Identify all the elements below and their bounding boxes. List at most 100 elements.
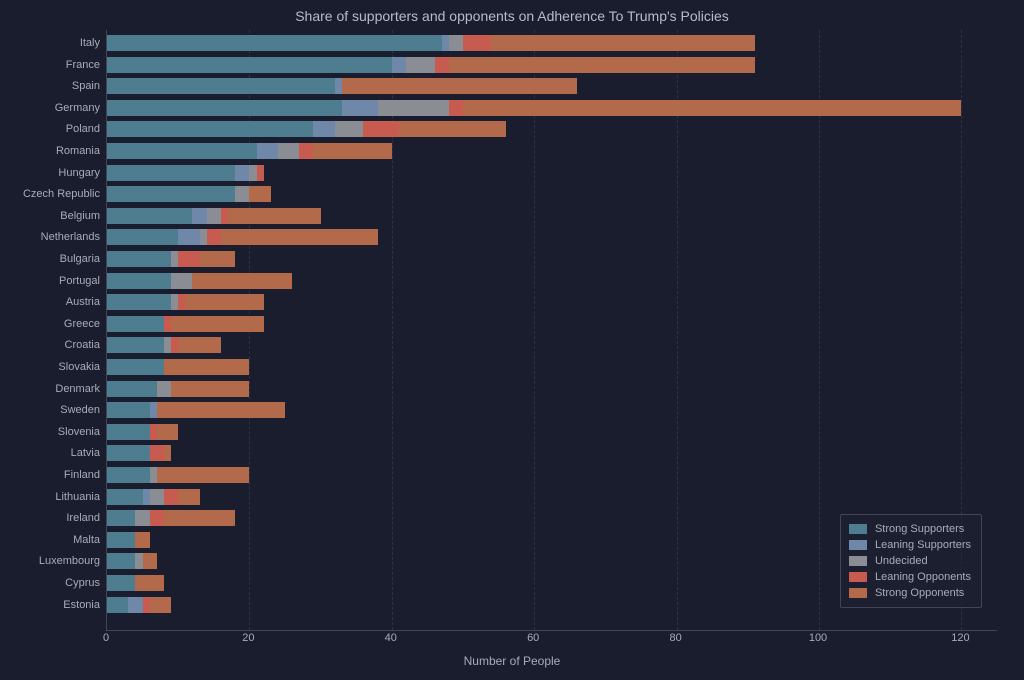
bar-segment-strong_supporters — [107, 186, 235, 202]
bar-row — [107, 424, 178, 440]
bar-segment-strong_opponents — [200, 251, 236, 267]
x-tick-label: 20 — [242, 632, 254, 644]
country-label: Croatia — [65, 339, 100, 351]
bar-row — [107, 337, 221, 353]
gridline — [819, 30, 820, 630]
bar-segment-strong_opponents — [178, 489, 199, 505]
bar-segment-undecided — [278, 143, 299, 159]
bar-segment-leaning_opponents — [164, 489, 178, 505]
bar-segment-leaning_opponents — [463, 35, 491, 51]
bar-segment-undecided — [249, 165, 256, 181]
legend-label: Leaning Supporters — [875, 537, 971, 553]
bar-segment-undecided — [135, 510, 149, 526]
country-label: Poland — [66, 123, 100, 135]
country-label: Sweden — [60, 404, 100, 416]
bar-segment-strong_supporters — [107, 273, 171, 289]
bar-segment-strong_opponents — [164, 359, 249, 375]
x-tick-label: 100 — [809, 632, 827, 644]
country-label: France — [66, 59, 100, 71]
country-label: Estonia — [63, 599, 100, 611]
legend-swatch — [849, 588, 867, 598]
bar-segment-strong_supporters — [107, 359, 164, 375]
bar-segment-strong_supporters — [107, 597, 128, 613]
bar-row — [107, 510, 235, 526]
bar-segment-strong_opponents — [171, 316, 264, 332]
bar-segment-strong_opponents — [143, 553, 157, 569]
bar-row — [107, 35, 755, 51]
bar-segment-leaning_opponents — [207, 229, 221, 245]
country-label: Bulgaria — [60, 253, 100, 265]
bar-segment-leaning_supporters — [392, 57, 406, 73]
country-label: Portugal — [59, 275, 100, 287]
country-label: Finland — [64, 469, 100, 481]
country-label: Czech Republic — [23, 188, 100, 200]
bar-segment-leaning_supporters — [143, 489, 150, 505]
country-label: Slovenia — [58, 426, 100, 438]
bar-segment-undecided — [378, 100, 449, 116]
bar-segment-strong_opponents — [313, 143, 391, 159]
x-tick-label: 60 — [527, 632, 539, 644]
bar-segment-strong_opponents — [157, 467, 250, 483]
bar-segment-leaning_supporters — [335, 78, 342, 94]
bar-row — [107, 229, 378, 245]
bar-segment-undecided — [406, 57, 434, 73]
legend-item: Leaning Opponents — [849, 569, 971, 585]
country-label: Italy — [80, 37, 100, 49]
gridline — [534, 30, 535, 630]
bar-segment-strong_opponents — [249, 186, 270, 202]
bar-segment-leaning_opponents — [150, 510, 164, 526]
bar-segment-strong_opponents — [449, 57, 755, 73]
bar-segment-strong_supporters — [107, 316, 164, 332]
bar-segment-leaning_opponents — [257, 165, 264, 181]
bar-row — [107, 316, 264, 332]
legend-swatch — [849, 572, 867, 582]
bar-row — [107, 208, 321, 224]
bar-segment-strong_supporters — [107, 381, 157, 397]
legend-swatch — [849, 540, 867, 550]
country-label: Netherlands — [41, 231, 100, 243]
bar-segment-undecided — [157, 381, 171, 397]
bar-segment-undecided — [150, 467, 157, 483]
bar-segment-strong_supporters — [107, 251, 171, 267]
bar-segment-strong_supporters — [107, 100, 342, 116]
bar-row — [107, 294, 264, 310]
bar-segment-undecided — [235, 186, 249, 202]
country-label: Malta — [73, 534, 100, 546]
legend-label: Leaning Opponents — [875, 569, 971, 585]
country-label: Luxembourg — [39, 555, 100, 567]
bar-segment-undecided — [164, 337, 171, 353]
country-label: Lithuania — [55, 491, 100, 503]
bar-segment-leaning_supporters — [192, 208, 206, 224]
bar-segment-strong_supporters — [107, 294, 171, 310]
bar-segment-leaning_opponents — [171, 337, 178, 353]
bar-segment-strong_opponents — [157, 424, 178, 440]
bar-segment-leaning_supporters — [442, 35, 449, 51]
country-label: Ireland — [66, 512, 100, 524]
bar-segment-strong_supporters — [107, 532, 135, 548]
bar-segment-strong_supporters — [107, 78, 335, 94]
bar-segment-strong_opponents — [164, 510, 235, 526]
bar-segment-undecided — [135, 553, 142, 569]
bar-segment-undecided — [171, 294, 178, 310]
bar-row — [107, 381, 249, 397]
country-label: Hungary — [58, 167, 100, 179]
bar-segment-leaning_opponents — [178, 294, 185, 310]
bar-segment-leaning_supporters — [257, 143, 278, 159]
legend-label: Undecided — [875, 553, 928, 569]
bar-segment-strong_supporters — [107, 337, 164, 353]
legend-item: Strong Supporters — [849, 521, 971, 537]
bar-segment-strong_opponents — [463, 100, 961, 116]
bar-segment-undecided — [200, 229, 207, 245]
bar-segment-leaning_opponents — [435, 57, 449, 73]
bar-segment-strong_supporters — [107, 121, 313, 137]
bar-segment-strong_supporters — [107, 510, 135, 526]
bar-row — [107, 359, 249, 375]
bar-segment-strong_opponents — [150, 597, 171, 613]
bar-segment-leaning_opponents — [363, 121, 399, 137]
bar-segment-undecided — [207, 208, 221, 224]
legend-label: Strong Supporters — [875, 521, 964, 537]
country-label: Slovakia — [58, 361, 100, 373]
bar-segment-strong_opponents — [228, 208, 321, 224]
bar-row — [107, 553, 157, 569]
country-label: Latvia — [71, 447, 100, 459]
